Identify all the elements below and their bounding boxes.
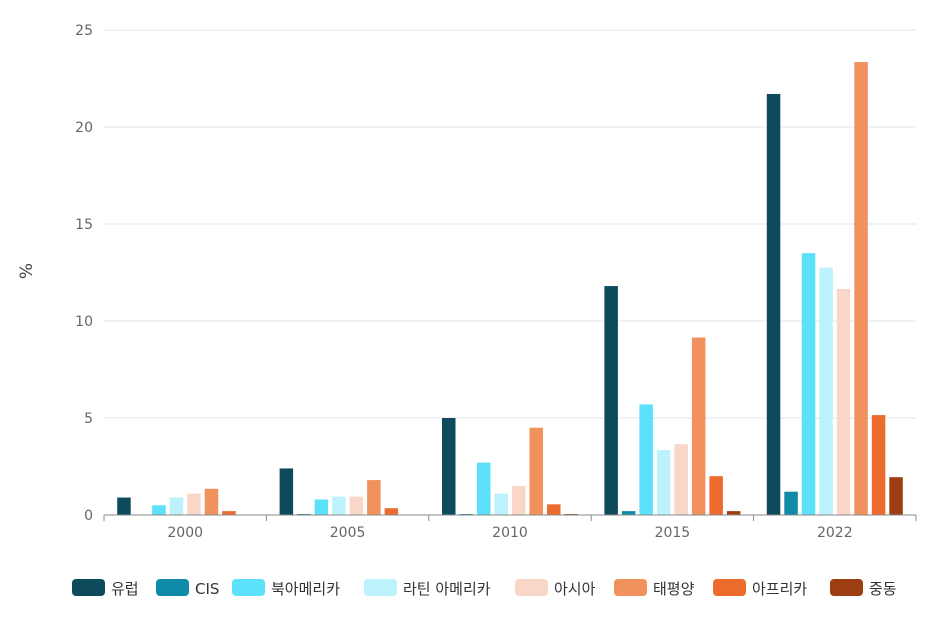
- bar: [854, 62, 868, 515]
- bar: [204, 488, 219, 515]
- bar: [117, 497, 131, 515]
- bar: [819, 267, 833, 515]
- bar: [367, 480, 381, 515]
- bar: [349, 496, 364, 515]
- bar: [477, 462, 491, 515]
- legend-label: 유럽: [111, 580, 139, 598]
- y-tick-label: 5: [84, 411, 93, 427]
- legend-swatch: [232, 579, 265, 596]
- legend-swatch: [156, 579, 189, 596]
- legend-label: 중동: [869, 580, 897, 598]
- bar: [512, 485, 526, 515]
- legend-swatch: [515, 579, 548, 596]
- x-tick-label: 2005: [330, 525, 366, 541]
- bar: [691, 337, 706, 515]
- legend-swatch: [614, 579, 647, 596]
- bar: [604, 286, 618, 515]
- bar: [547, 504, 561, 515]
- legend-label: 북아메리카: [271, 580, 340, 598]
- bar: [621, 511, 636, 515]
- bar: [656, 450, 671, 515]
- legend-label: 아시아: [554, 580, 596, 598]
- legend-swatch: [830, 579, 863, 596]
- bar: [169, 497, 184, 515]
- y-tick-label: 20: [75, 120, 93, 136]
- legend-swatch: [364, 579, 397, 596]
- bar: [726, 511, 741, 515]
- bar: [766, 94, 781, 516]
- bar: [801, 253, 816, 515]
- bar: [529, 427, 543, 515]
- bar: [494, 493, 508, 515]
- grid-layer: [104, 29, 916, 419]
- x-tick-label: 2010: [492, 525, 528, 541]
- y-axis-title: %: [17, 263, 37, 279]
- legend-label: 라틴 아메리카: [403, 580, 491, 598]
- bar: [442, 418, 456, 515]
- y-tick-label: 15: [75, 217, 93, 233]
- bar: [871, 415, 886, 515]
- bar: [314, 499, 329, 515]
- bar: [152, 505, 166, 515]
- legend-label: 아프리카: [752, 580, 807, 598]
- bar: [187, 493, 201, 515]
- y-tick-label: 10: [75, 314, 93, 330]
- bar: [222, 511, 236, 515]
- legend-swatch: [713, 579, 746, 596]
- axis-layer: 0 5 10 15 20 25 2000 2005 2010 2015 2022: [75, 23, 917, 541]
- y-tick-label: 25: [75, 23, 93, 39]
- bar: [332, 496, 346, 515]
- bar: [384, 508, 399, 515]
- legend-label: CIS: [195, 580, 219, 598]
- legend: 유럽 CIS 북아메리카 라틴 아메리카 아시아 태평양 아프리카 중동: [72, 579, 897, 598]
- legend-label: 태평양: [653, 580, 695, 598]
- legend-swatch: [72, 579, 105, 596]
- bar: [279, 468, 294, 515]
- bar: [784, 491, 798, 515]
- bar: [639, 404, 653, 515]
- bar: [836, 288, 851, 515]
- bars-layer: [117, 62, 903, 516]
- bar: [889, 477, 903, 515]
- bar: [709, 476, 723, 515]
- y-tick-label: 0: [84, 508, 93, 524]
- bar: [674, 444, 688, 515]
- x-tick-label: 2015: [655, 525, 691, 541]
- x-tick-label: 2022: [817, 525, 853, 541]
- x-tick-label: 2000: [167, 525, 203, 541]
